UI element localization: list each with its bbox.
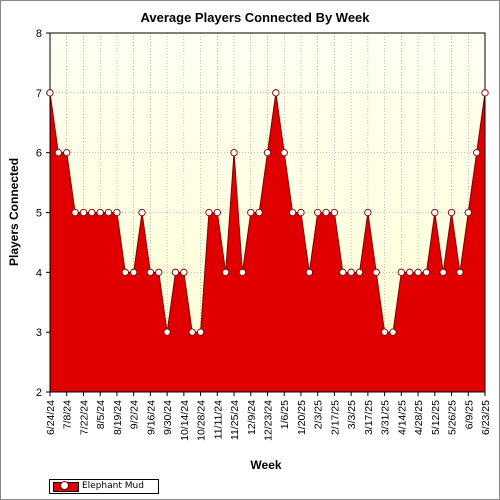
data-point bbox=[96, 208, 104, 217]
data-point bbox=[305, 268, 313, 276]
legend-label: Elephant Mud bbox=[82, 481, 144, 491]
data-point bbox=[397, 268, 405, 276]
y-tick-label: 5 bbox=[36, 208, 42, 220]
data-point bbox=[372, 268, 380, 276]
y-tick-label: 3 bbox=[36, 327, 42, 339]
data-point bbox=[464, 208, 472, 217]
x-tick-label: 2/17/25 bbox=[329, 400, 341, 435]
data-point bbox=[447, 208, 456, 217]
data-point bbox=[297, 208, 305, 217]
data-point bbox=[414, 268, 422, 276]
data-point bbox=[104, 208, 113, 217]
data-point bbox=[339, 268, 347, 276]
data-point bbox=[46, 89, 54, 97]
y-axis-label: Players Connected bbox=[7, 158, 21, 266]
data-point bbox=[456, 268, 464, 276]
y-tick-label: 6 bbox=[36, 148, 42, 160]
data-point bbox=[472, 149, 481, 157]
data-point bbox=[146, 268, 155, 276]
data-point bbox=[314, 208, 322, 217]
x-axis-ticks: 6/24/24 7/8/24 7/22/24 8/5/24 8/19/24 9/2/24 9… bbox=[45, 392, 492, 441]
data-point bbox=[280, 149, 288, 157]
data-point bbox=[205, 208, 213, 217]
data-point bbox=[439, 268, 447, 276]
x-tick-label: 12/9/24 bbox=[246, 400, 258, 435]
x-tick-label: 9/2/24 bbox=[129, 400, 141, 429]
data-point bbox=[230, 149, 238, 157]
data-point bbox=[71, 208, 79, 217]
data-point bbox=[380, 328, 389, 336]
data-point bbox=[63, 149, 71, 157]
data-point bbox=[288, 208, 297, 217]
y-axis-ticks: 2 3 4 5 6 7 8 bbox=[36, 28, 50, 399]
data-point bbox=[406, 268, 414, 276]
x-tick-label: 9/16/24 bbox=[145, 400, 157, 435]
x-tick-label: 3/17/25 bbox=[363, 400, 375, 435]
x-tick-label: 6/23/25 bbox=[480, 400, 492, 435]
x-tick-label: 8/19/24 bbox=[112, 400, 124, 435]
x-tick-label: 3/31/25 bbox=[380, 400, 392, 435]
y-tick-label: 7 bbox=[36, 88, 42, 100]
y-tick-label: 4 bbox=[36, 267, 42, 279]
x-tick-label: 4/28/25 bbox=[413, 400, 425, 435]
data-point bbox=[355, 268, 364, 276]
x-tick-label: 8/5/24 bbox=[95, 400, 107, 429]
y-tick-label: 8 bbox=[36, 28, 42, 40]
data-point bbox=[263, 149, 272, 157]
data-point bbox=[113, 208, 121, 217]
data-point bbox=[272, 89, 280, 97]
data-point bbox=[213, 208, 221, 217]
data-point bbox=[364, 208, 372, 217]
x-tick-label: 4/14/25 bbox=[396, 400, 408, 435]
x-tick-label: 7/8/24 bbox=[62, 400, 74, 429]
data-point bbox=[389, 328, 397, 336]
data-point bbox=[88, 208, 96, 217]
chart-title: Average Players Connected By Week bbox=[140, 10, 370, 25]
x-tick-label: 11/11/24 bbox=[212, 400, 224, 439]
x-tick-label: 11/25/24 bbox=[229, 400, 241, 440]
data-point bbox=[171, 268, 180, 276]
series-area-fill bbox=[50, 92, 485, 392]
data-point bbox=[222, 268, 230, 276]
data-point bbox=[180, 268, 188, 276]
x-tick-label: 1/6/25 bbox=[279, 400, 291, 429]
data-point bbox=[138, 208, 146, 217]
x-tick-label: 3/3/25 bbox=[346, 400, 358, 429]
data-point bbox=[121, 268, 129, 276]
x-tick-label: 10/28/24 bbox=[196, 400, 208, 441]
x-tick-label: 5/26/25 bbox=[447, 400, 459, 435]
data-point bbox=[481, 89, 489, 97]
data-point bbox=[130, 268, 138, 276]
data-point bbox=[247, 208, 255, 217]
x-tick-label: 1/20/25 bbox=[296, 400, 308, 435]
data-point bbox=[79, 208, 88, 217]
x-tick-label: 2/3/25 bbox=[313, 400, 325, 429]
data-point bbox=[163, 328, 171, 336]
y-tick-label: 2 bbox=[36, 387, 42, 399]
data-point bbox=[155, 268, 163, 276]
x-tick-label: 10/14/24 bbox=[179, 400, 191, 441]
x-tick-label: 6/24/24 bbox=[45, 400, 57, 435]
data-point bbox=[255, 208, 263, 217]
x-tick-label: 12/23/24 bbox=[263, 400, 275, 441]
x-tick-label: 5/12/25 bbox=[430, 400, 442, 435]
data-point bbox=[54, 149, 63, 157]
x-tick-label: 6/9/25 bbox=[463, 400, 475, 429]
data-point bbox=[322, 208, 330, 217]
x-tick-label: 7/22/24 bbox=[78, 400, 90, 435]
data-point bbox=[188, 328, 196, 336]
series-markers bbox=[46, 89, 489, 336]
data-point bbox=[431, 208, 439, 217]
legend: Elephant Mud bbox=[49, 479, 159, 494]
x-axis-label: Week bbox=[250, 458, 281, 472]
legend-marker-icon bbox=[60, 481, 69, 490]
data-point bbox=[238, 268, 247, 276]
data-point bbox=[347, 268, 355, 276]
x-tick-label: 9/30/24 bbox=[162, 400, 174, 435]
data-point bbox=[330, 208, 339, 217]
data-point bbox=[196, 328, 205, 336]
data-point bbox=[422, 268, 431, 276]
